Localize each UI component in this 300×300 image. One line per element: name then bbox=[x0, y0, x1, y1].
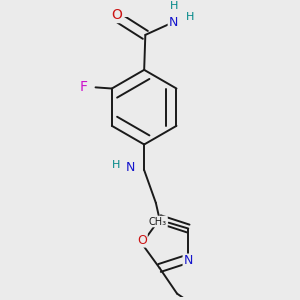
Text: CH₃: CH₃ bbox=[149, 217, 167, 226]
Text: F: F bbox=[80, 80, 88, 94]
Text: O: O bbox=[111, 8, 122, 22]
Text: N: N bbox=[184, 254, 193, 268]
Text: N: N bbox=[169, 16, 178, 28]
Text: O: O bbox=[137, 234, 147, 247]
Text: H: H bbox=[170, 1, 179, 11]
Text: H: H bbox=[185, 12, 194, 22]
Text: N: N bbox=[125, 161, 135, 174]
Text: H: H bbox=[112, 160, 120, 170]
